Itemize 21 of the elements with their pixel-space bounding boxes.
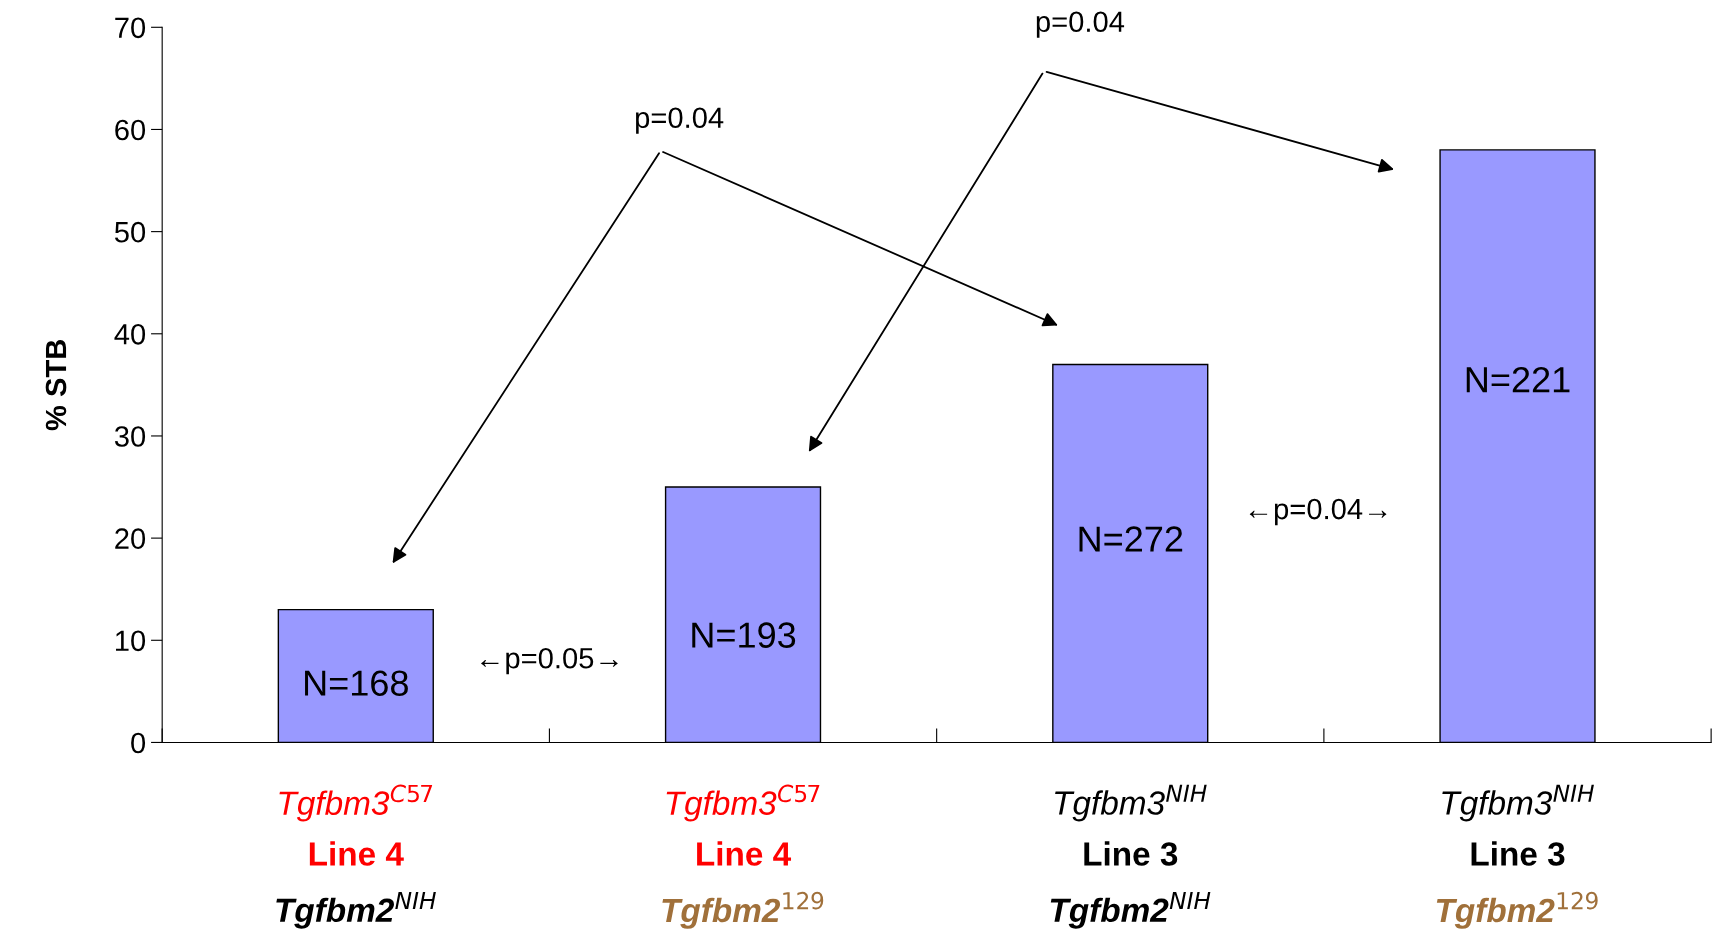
category-label: Tgfbm3$^{NIH}$ Line 3 Tgfbm2$^{NIH}$: [1050, 784, 1211, 929]
annotation: p=0.04: [636, 107, 724, 134]
y-tick-label: 0: [131, 732, 146, 754]
annotation: N=221: [1466, 366, 1570, 393]
category-label: Tgfbm3$^{C57}$ Line 4 Tgfbm2$^{NIH}$: [276, 784, 436, 929]
annotation: ←p=0.05→: [481, 647, 618, 675]
y-tick-label: 30: [114, 426, 146, 447]
y-tick-label: 20: [115, 528, 146, 549]
annotation: N=193: [692, 622, 796, 648]
y-tick-label: 50: [114, 221, 146, 243]
annotation: p=0.04: [1036, 11, 1125, 38]
y-tick-label: 70: [115, 17, 146, 39]
y-tick-label: 60: [115, 119, 146, 141]
category-label: Tgfbm3$^{C57}$ Line 4 Tgfbm2$^{129}$: [662, 784, 824, 929]
annotation: ←p=0.04→: [1249, 498, 1387, 526]
y-tick-label: 10: [115, 630, 146, 652]
category-label: Tgfbm3$^{NIH}$ Line 3 Tgfbm2$^{129}$: [1436, 784, 1598, 929]
annotation: N=168: [305, 670, 408, 696]
annotation: N=272: [1079, 526, 1183, 552]
y-axis-title: % STB: [45, 340, 67, 431]
y-tick-label: 40: [114, 323, 146, 345]
